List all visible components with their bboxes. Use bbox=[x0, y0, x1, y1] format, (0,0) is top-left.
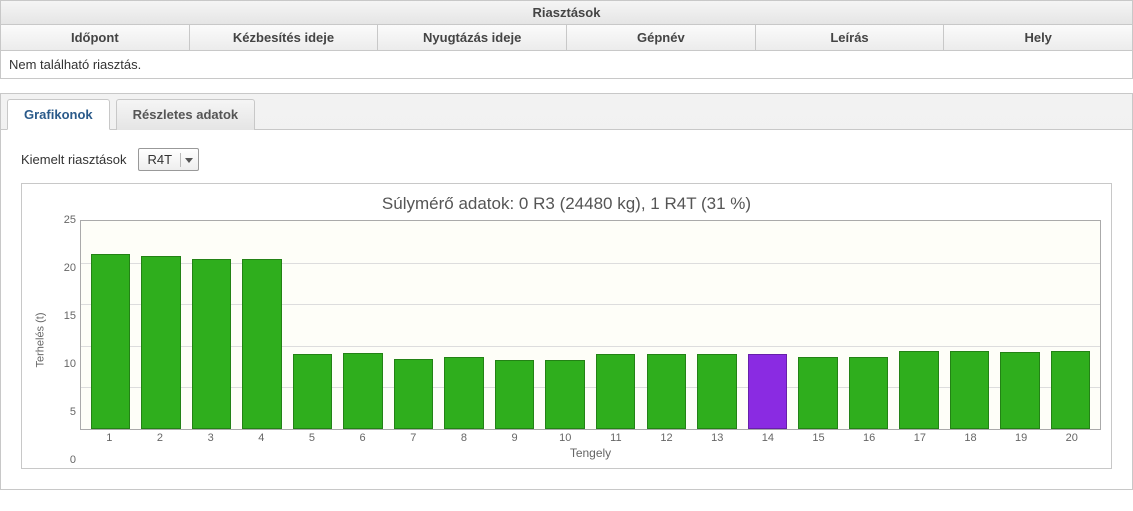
bar-slot bbox=[843, 221, 894, 429]
bar-slot bbox=[237, 221, 288, 429]
chart-bar[interactable] bbox=[647, 354, 686, 429]
y-tick: 10 bbox=[64, 358, 76, 370]
bar-slot bbox=[995, 221, 1046, 429]
bar-slot bbox=[439, 221, 490, 429]
bar-slot bbox=[944, 221, 995, 429]
bar-slot bbox=[742, 221, 793, 429]
x-tick: 7 bbox=[388, 432, 439, 444]
bar-slot bbox=[641, 221, 692, 429]
column-header[interactable]: Leírás bbox=[756, 25, 945, 50]
x-tick: 19 bbox=[996, 432, 1047, 444]
filter-row: Kiemelt riasztások R4T bbox=[21, 148, 1112, 171]
chart-bar[interactable] bbox=[1000, 352, 1039, 429]
bar-slot bbox=[136, 221, 187, 429]
x-tick: 12 bbox=[641, 432, 692, 444]
bar-slot bbox=[540, 221, 591, 429]
chart-title: Súlymérő adatok: 0 R3 (24480 kg), 1 R4T … bbox=[32, 194, 1101, 214]
x-tick: 3 bbox=[185, 432, 236, 444]
chart-bar[interactable] bbox=[899, 351, 938, 429]
tab-charts[interactable]: Grafikonok bbox=[7, 99, 110, 130]
column-header[interactable]: Nyugtázás ideje bbox=[378, 25, 567, 50]
bar-slot bbox=[186, 221, 237, 429]
bar-slot bbox=[85, 221, 136, 429]
y-tick: 5 bbox=[70, 406, 76, 418]
alerts-panel-title: Riasztások bbox=[0, 0, 1133, 25]
chart-bar[interactable] bbox=[242, 259, 281, 429]
x-tick: 1 bbox=[84, 432, 135, 444]
x-tick: 13 bbox=[692, 432, 743, 444]
chart-bar[interactable] bbox=[545, 360, 584, 429]
bar-slot bbox=[489, 221, 540, 429]
chart-area: Terhelés (t) 0510152025 1234567891011121… bbox=[32, 220, 1101, 460]
chart-bar[interactable] bbox=[495, 360, 534, 429]
column-header[interactable]: Gépnév bbox=[567, 25, 756, 50]
y-axis-label-col: Terhelés (t) bbox=[32, 220, 50, 460]
bar-slot bbox=[793, 221, 844, 429]
chart-bar[interactable] bbox=[596, 354, 635, 429]
x-tick: 11 bbox=[591, 432, 642, 444]
x-tick: 6 bbox=[337, 432, 388, 444]
column-header[interactable]: Hely bbox=[944, 25, 1132, 50]
column-header[interactable]: Időpont bbox=[1, 25, 190, 50]
tab-body: Kiemelt riasztások R4T Súlymérő adatok: … bbox=[1, 129, 1132, 489]
alerts-empty-message: Nem található riasztás. bbox=[0, 51, 1133, 79]
bar-slot bbox=[287, 221, 338, 429]
x-axis-label: Tengely bbox=[80, 446, 1101, 460]
x-tick: 16 bbox=[844, 432, 895, 444]
chart-bar[interactable] bbox=[91, 254, 130, 429]
chart-bar[interactable] bbox=[1051, 351, 1090, 429]
x-tick: 14 bbox=[743, 432, 794, 444]
y-tick: 20 bbox=[64, 262, 76, 274]
chart-bar[interactable] bbox=[293, 354, 332, 429]
x-tick: 20 bbox=[1046, 432, 1097, 444]
plot-column: 1234567891011121314151617181920 Tengely bbox=[80, 220, 1101, 460]
y-tick: 25 bbox=[64, 214, 76, 226]
x-tick: 5 bbox=[287, 432, 338, 444]
y-axis-ticks: 0510152025 bbox=[50, 220, 80, 460]
chart-bar[interactable] bbox=[141, 256, 180, 429]
x-tick: 10 bbox=[540, 432, 591, 444]
chart-bar[interactable] bbox=[748, 354, 787, 429]
y-axis-label: Terhelés (t) bbox=[35, 312, 47, 367]
chart-bar[interactable] bbox=[697, 354, 736, 429]
x-tick: 9 bbox=[489, 432, 540, 444]
highlight-alert-dropdown[interactable]: R4T bbox=[138, 148, 199, 171]
bar-slot bbox=[388, 221, 439, 429]
x-tick: 17 bbox=[895, 432, 946, 444]
chart-bar[interactable] bbox=[444, 357, 483, 429]
chart-bar[interactable] bbox=[343, 353, 382, 429]
chart-bar[interactable] bbox=[394, 359, 433, 429]
bar-slot bbox=[692, 221, 743, 429]
column-header[interactable]: Kézbesítés ideje bbox=[190, 25, 379, 50]
x-tick: 2 bbox=[135, 432, 186, 444]
y-tick: 0 bbox=[70, 454, 76, 466]
chart-bar[interactable] bbox=[950, 351, 989, 429]
chart-bar[interactable] bbox=[849, 357, 888, 429]
chart-plot bbox=[80, 220, 1101, 430]
bar-slot bbox=[894, 221, 945, 429]
bar-slot bbox=[590, 221, 641, 429]
chart-bar[interactable] bbox=[798, 357, 837, 429]
x-tick: 4 bbox=[236, 432, 287, 444]
chart-bar[interactable] bbox=[192, 259, 231, 429]
tabs-container: Grafikonok Részletes adatok Kiemelt rias… bbox=[0, 93, 1133, 490]
x-tick: 8 bbox=[439, 432, 490, 444]
filter-label: Kiemelt riasztások bbox=[21, 152, 126, 167]
bar-slot bbox=[1045, 221, 1096, 429]
tab-list: Grafikonok Részletes adatok bbox=[1, 94, 1132, 129]
x-tick: 15 bbox=[793, 432, 844, 444]
chart-bars bbox=[81, 221, 1100, 429]
y-tick: 15 bbox=[64, 310, 76, 322]
x-tick: 18 bbox=[945, 432, 996, 444]
chevron-down-icon bbox=[180, 153, 194, 167]
x-axis-ticks: 1234567891011121314151617181920 bbox=[80, 430, 1101, 444]
tab-details[interactable]: Részletes adatok bbox=[116, 99, 256, 130]
dropdown-value: R4T bbox=[147, 152, 172, 167]
bar-slot bbox=[338, 221, 389, 429]
chart-frame: Súlymérő adatok: 0 R3 (24480 kg), 1 R4T … bbox=[21, 183, 1112, 469]
alerts-column-headers: Időpont Kézbesítés ideje Nyugtázás ideje… bbox=[0, 25, 1133, 51]
